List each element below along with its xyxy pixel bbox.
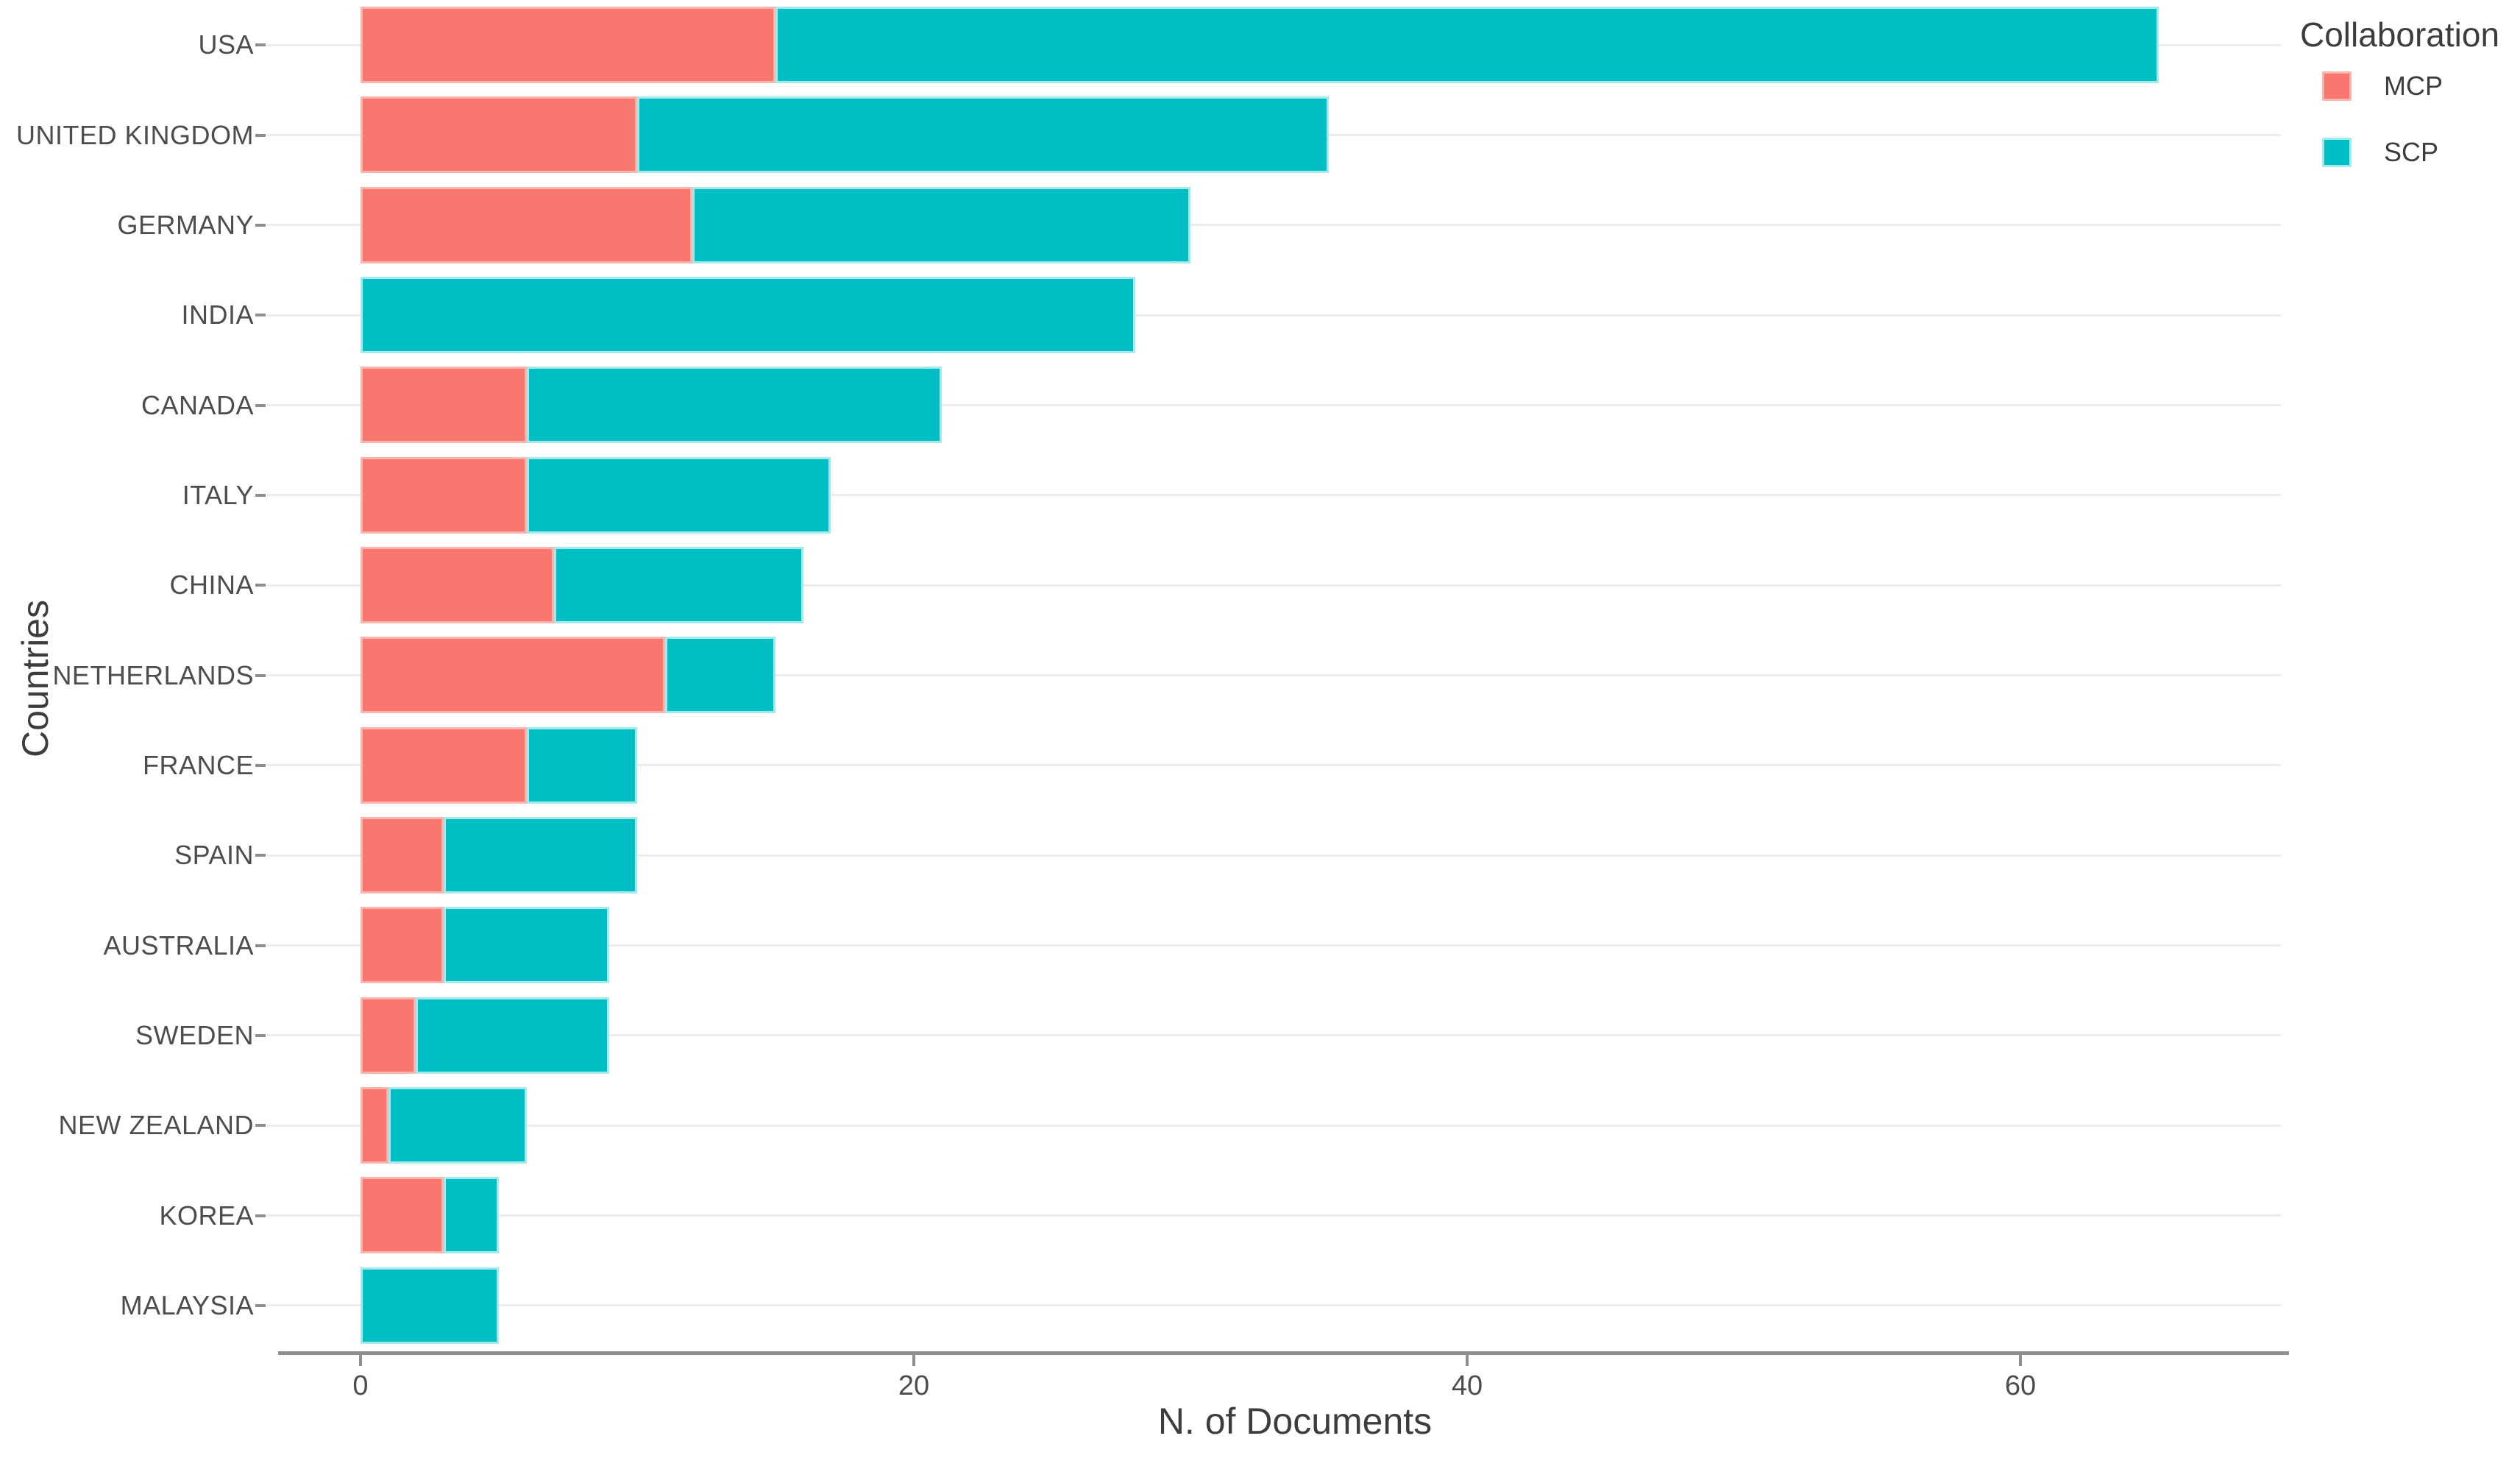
x-axis-tick-label: 40 — [1451, 1370, 1483, 1401]
x-axis-title: N. of Documents — [1157, 1401, 1433, 1442]
y-axis-tick — [255, 133, 266, 137]
bar-segment-mcp[interactable] — [361, 997, 416, 1074]
row-gridline — [266, 1034, 2281, 1037]
y-axis-tick — [255, 493, 266, 497]
y-axis-tick — [255, 1033, 266, 1037]
bar-segment-scp[interactable] — [361, 1267, 499, 1344]
bar-segment-mcp[interactable] — [361, 367, 527, 444]
y-axis-tick — [255, 43, 266, 47]
bar-segment-mcp[interactable] — [361, 637, 665, 714]
mcp-color-swatch — [2322, 71, 2352, 101]
x-axis-tick-label: 60 — [2004, 1370, 2037, 1401]
bar-segment-scp[interactable] — [526, 726, 637, 804]
bar-segment-mcp[interactable] — [361, 817, 444, 893]
y-axis-label: CHINA — [169, 570, 254, 601]
bar-segment-scp[interactable] — [443, 907, 610, 984]
y-axis-tick — [255, 1303, 266, 1307]
bar-segment-mcp[interactable] — [361, 1087, 388, 1164]
y-axis-tick — [255, 314, 266, 317]
row-gridline — [266, 404, 2281, 406]
y-axis-label: GERMANY — [117, 209, 254, 240]
row-gridline — [266, 764, 2281, 767]
legend-item-mcp[interactable]: MCP — [2322, 71, 2443, 102]
row-gridline — [266, 1124, 2281, 1127]
y-axis-label: MALAYSIA — [120, 1289, 254, 1320]
x-axis-tick — [1466, 1355, 1469, 1366]
y-axis-label: INDIA — [181, 300, 254, 330]
y-axis-tick — [255, 854, 266, 857]
y-axis-tick — [255, 584, 266, 587]
y-axis-tick — [255, 1214, 266, 1217]
bar-segment-scp[interactable] — [692, 186, 1190, 263]
bar-segment-mcp[interactable] — [361, 456, 527, 534]
row-gridline — [266, 1304, 2281, 1307]
y-axis-label: KOREA — [159, 1200, 254, 1231]
x-axis-tick — [912, 1355, 915, 1366]
y-axis-label: SWEDEN — [135, 1019, 254, 1050]
bar-segment-scp[interactable] — [664, 637, 775, 714]
bar-segment-scp[interactable] — [416, 997, 610, 1074]
row-gridline — [266, 674, 2281, 676]
y-axis-label: UNITED KINGDOM — [15, 119, 254, 150]
bar-segment-scp[interactable] — [526, 456, 831, 534]
row-gridline — [266, 584, 2281, 587]
bar-segment-scp[interactable] — [554, 547, 803, 623]
y-axis-tick — [255, 944, 266, 947]
bar-segment-scp[interactable] — [361, 277, 1135, 353]
row-gridline — [266, 314, 2281, 316]
x-axis-tick-label: 0 — [352, 1370, 369, 1401]
bar-segment-scp[interactable] — [775, 7, 2159, 83]
y-axis-label: FRANCE — [142, 749, 254, 780]
y-axis-tick — [255, 403, 266, 407]
x-axis-tick-label: 20 — [898, 1370, 930, 1401]
y-axis-label: ITALY — [182, 479, 254, 510]
bar-segment-scp[interactable] — [388, 1087, 527, 1164]
bar-segment-scp[interactable] — [637, 96, 1329, 174]
legend-item-scp[interactable]: SCP — [2322, 137, 2438, 168]
y-axis-label: USA — [198, 29, 254, 60]
y-axis-title: Countries — [15, 600, 56, 757]
y-axis-label: NEW ZEALAND — [58, 1110, 254, 1141]
y-axis-tick — [255, 763, 266, 767]
legend-label-mcp: MCP — [2384, 71, 2443, 101]
row-gridline — [266, 224, 2281, 227]
bar-segment-mcp[interactable] — [361, 7, 775, 83]
y-axis-label: CANADA — [141, 389, 254, 420]
y-axis-label: AUSTRALIA — [103, 930, 254, 960]
x-axis-tick — [2019, 1355, 2022, 1366]
legend-label-scp: SCP — [2384, 137, 2439, 167]
y-axis-tick — [255, 223, 266, 227]
legend-title: Collaboration — [2300, 15, 2500, 54]
bar-segment-mcp[interactable] — [361, 547, 555, 623]
bar-segment-mcp[interactable] — [361, 907, 444, 984]
scp-color-swatch — [2322, 138, 2352, 167]
bar-segment-mcp[interactable] — [361, 726, 527, 804]
bar-segment-mcp[interactable] — [361, 1177, 444, 1254]
bar-segment-scp[interactable] — [443, 1177, 499, 1254]
bar-segment-scp[interactable] — [526, 367, 942, 444]
bar-segment-mcp[interactable] — [361, 96, 637, 174]
row-gridline — [266, 944, 2281, 946]
bar-segment-scp[interactable] — [443, 817, 637, 893]
row-gridline — [266, 1214, 2281, 1217]
row-gridline — [266, 494, 2281, 497]
bar-segment-mcp[interactable] — [361, 186, 693, 263]
row-gridline — [266, 854, 2281, 857]
x-axis-line — [278, 1351, 2289, 1355]
x-axis-tick — [359, 1355, 362, 1366]
y-axis-label: SPAIN — [174, 840, 254, 871]
y-axis-label: NETHERLANDS — [52, 659, 254, 690]
y-axis-tick — [255, 1124, 266, 1128]
legend: Collaboration MCP SCP — [2294, 15, 2520, 167]
y-axis-tick — [255, 673, 266, 677]
